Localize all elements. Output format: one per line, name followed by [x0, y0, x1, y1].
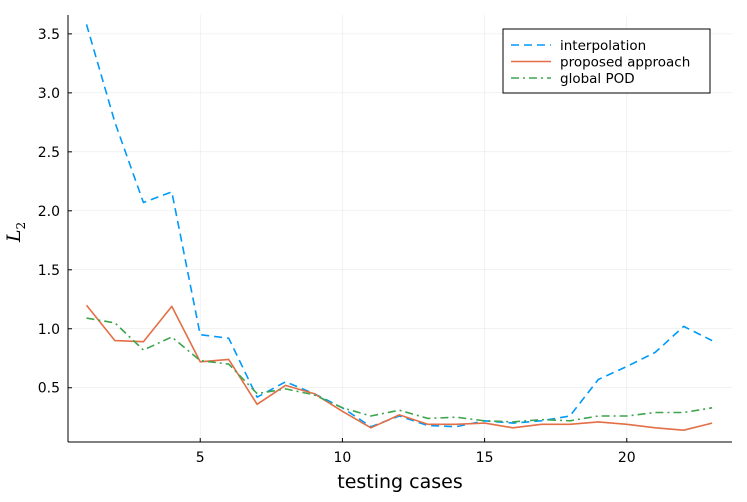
- x-tick-label: 5: [196, 450, 205, 466]
- x-tick-label: 20: [618, 450, 636, 466]
- series-line-global-pod: [86, 317, 713, 423]
- y-axis-title-sub: 2: [14, 222, 28, 230]
- y-axis-title-main: L: [3, 230, 25, 244]
- series-line-proposed-approach: [85, 304, 713, 432]
- legend-label: interpolation: [560, 38, 646, 54]
- series-line-interpolation: [85, 24, 713, 428]
- x-tick-label: 15: [476, 450, 494, 466]
- y-tick-label: 0.5: [38, 381, 60, 397]
- svg-text:L2: L2: [3, 222, 28, 243]
- legend-label: global POD: [560, 71, 635, 87]
- y-tick-label: 1.0: [38, 322, 60, 338]
- y-ticks: 0.5 1.0 1.5 2.0 2.5 3.0 3.5: [38, 27, 72, 397]
- series-lines: [85, 24, 713, 432]
- x-axis-title: testing cases: [337, 471, 463, 493]
- y-tick-label: 3.5: [38, 27, 60, 43]
- x-ticks: 5 10 15 20: [196, 438, 636, 466]
- y-tick-label: 3.0: [38, 86, 60, 102]
- axes: [67, 15, 732, 443]
- y-tick-label: 1.5: [38, 263, 60, 279]
- y-axis-title: L2: [3, 222, 28, 243]
- x-tick-label: 10: [334, 450, 352, 466]
- y-tick-label: 2.5: [38, 145, 60, 161]
- legend-label: proposed approach: [560, 55, 690, 71]
- y-tick-label: 2.0: [38, 204, 60, 220]
